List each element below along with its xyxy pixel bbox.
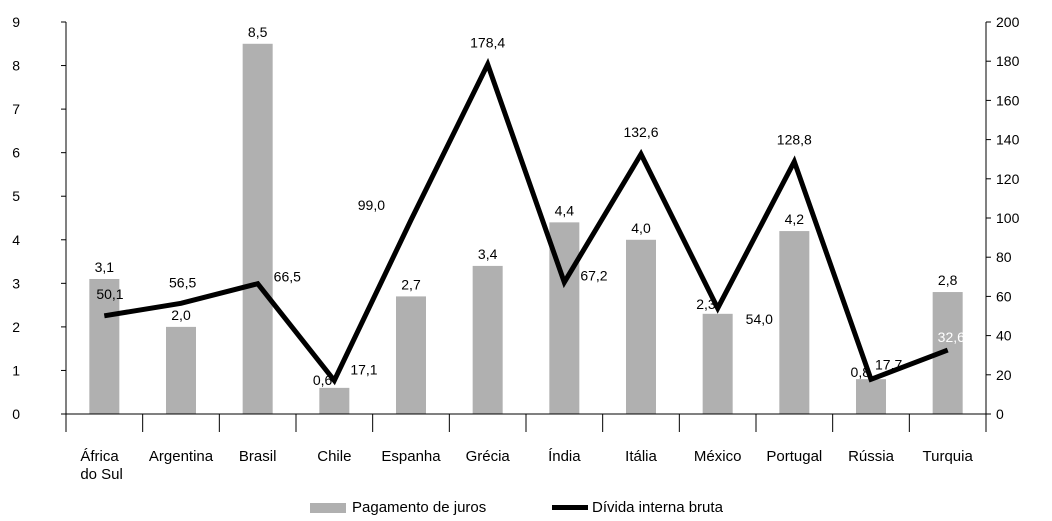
x-category-label: Portugal — [766, 448, 822, 465]
x-axis: África do Sul Argentina Brasil Chile Espanha G… — [65, 413, 987, 483]
line-value-label: 50,1 — [96, 286, 123, 302]
legend: Pagamento de juros Dívida interna bruta — [0, 499, 1052, 521]
right-tick-label: 200 — [996, 14, 1020, 30]
line-value-label: 128,8 — [777, 132, 812, 148]
line-value-label: 132,6 — [623, 124, 658, 140]
right-axis: 0 20 40 60 80 100 120 140 160 180 200 — [985, 14, 1020, 422]
bar-value-label: 0,8 — [851, 364, 871, 380]
right-tick-label: 140 — [996, 132, 1020, 148]
bar — [396, 296, 426, 414]
bar — [626, 239, 656, 414]
right-tick-label: 40 — [996, 328, 1012, 344]
line-path — [103, 57, 949, 386]
right-tick-label: 60 — [996, 288, 1012, 304]
x-category-label: Grécia — [466, 448, 511, 465]
left-tick-label: 7 — [12, 101, 20, 117]
line-value-label: 17,7 — [875, 356, 902, 372]
bar-value-label: 2,0 — [171, 307, 191, 323]
bar — [779, 231, 810, 414]
left-axis: 0 1 2 3 4 5 6 7 8 9 — [12, 14, 67, 422]
bar-value-label: 4,4 — [555, 202, 575, 218]
legend-label-line: Dívida interna bruta — [592, 499, 723, 516]
left-tick-label: 9 — [12, 14, 20, 30]
legend-swatch-bar — [310, 502, 346, 513]
x-category-label: Argentina — [149, 448, 214, 465]
line-value-label: 56,5 — [169, 274, 196, 290]
bar — [856, 379, 886, 414]
right-tick-label: 0 — [996, 406, 1004, 422]
data-labels: 3,1 2,0 8,5 0,6 2,7 3,4 4,4 4,0 2,3 4,2 0,8 2,8 50,1… — [95, 24, 966, 388]
right-tick-label: 20 — [996, 367, 1012, 383]
bar — [472, 265, 503, 414]
x-category-label: Rússia — [848, 448, 895, 465]
bar-value-label: 2,7 — [401, 276, 421, 292]
bar-value-label: 3,4 — [478, 246, 498, 262]
right-tick-label: 100 — [996, 210, 1020, 226]
bar-value-label: 0,6 — [313, 372, 333, 388]
left-tick-label: 8 — [12, 58, 20, 74]
x-category-label: México — [694, 448, 742, 465]
bar-value-label: 2,8 — [938, 272, 958, 288]
line-value-label: 66,5 — [274, 269, 301, 285]
x-category-line: do Sul — [80, 466, 123, 483]
x-category-label: Itália — [625, 448, 657, 465]
bar — [166, 326, 196, 414]
bar-value-label: 4,0 — [631, 220, 651, 236]
line-value-label: 54,0 — [746, 311, 773, 327]
right-tick-label: 120 — [996, 171, 1020, 187]
bar — [702, 313, 733, 414]
legend-swatch-line — [552, 505, 588, 510]
x-category-label: Índia — [548, 448, 581, 465]
x-category-label: Chile — [317, 448, 351, 465]
bar — [319, 387, 350, 414]
bar-value-label: 2,3 — [696, 296, 716, 312]
legend-label-bar: Pagamento de juros — [352, 499, 487, 516]
line-value-label: 32,6 — [938, 329, 965, 345]
left-tick-label: 6 — [12, 145, 20, 161]
line-value-label: 99,0 — [358, 197, 385, 213]
line-value-label: 17,1 — [350, 361, 377, 377]
line-value-label: 67,2 — [580, 267, 607, 283]
combo-chart: 0 1 2 3 4 5 6 7 8 9 0 20 40 60 80 100 120 140 160 180 200 3… — [12, 14, 1020, 483]
x-category-label: Turquia — [923, 448, 974, 465]
left-tick-label: 3 — [12, 275, 20, 291]
bar-value-label: 8,5 — [248, 24, 268, 40]
x-category-line: África — [80, 448, 119, 465]
line-value-label: 178,4 — [470, 34, 505, 50]
left-tick-label: 2 — [12, 319, 20, 335]
right-tick-label: 80 — [996, 249, 1012, 265]
legend-item-line: Dívida interna bruta — [552, 499, 723, 516]
x-category-label: África do Sul — [80, 448, 123, 483]
bar — [242, 43, 273, 415]
bar-value-label: 3,1 — [95, 259, 115, 275]
right-tick-label: 180 — [996, 53, 1020, 69]
left-tick-label: 4 — [12, 232, 20, 248]
legend-item-bar: Pagamento de juros — [310, 499, 486, 516]
bar-value-label: 4,2 — [785, 211, 805, 227]
x-category-label: Espanha — [381, 448, 441, 465]
left-tick-label: 5 — [12, 188, 20, 204]
x-category-label: Brasil — [239, 448, 277, 465]
left-tick-label: 0 — [12, 406, 20, 422]
bar — [89, 278, 120, 414]
line-series — [103, 57, 949, 386]
bar-series — [89, 43, 963, 415]
left-tick-label: 1 — [12, 362, 20, 378]
right-tick-label: 160 — [996, 92, 1020, 108]
